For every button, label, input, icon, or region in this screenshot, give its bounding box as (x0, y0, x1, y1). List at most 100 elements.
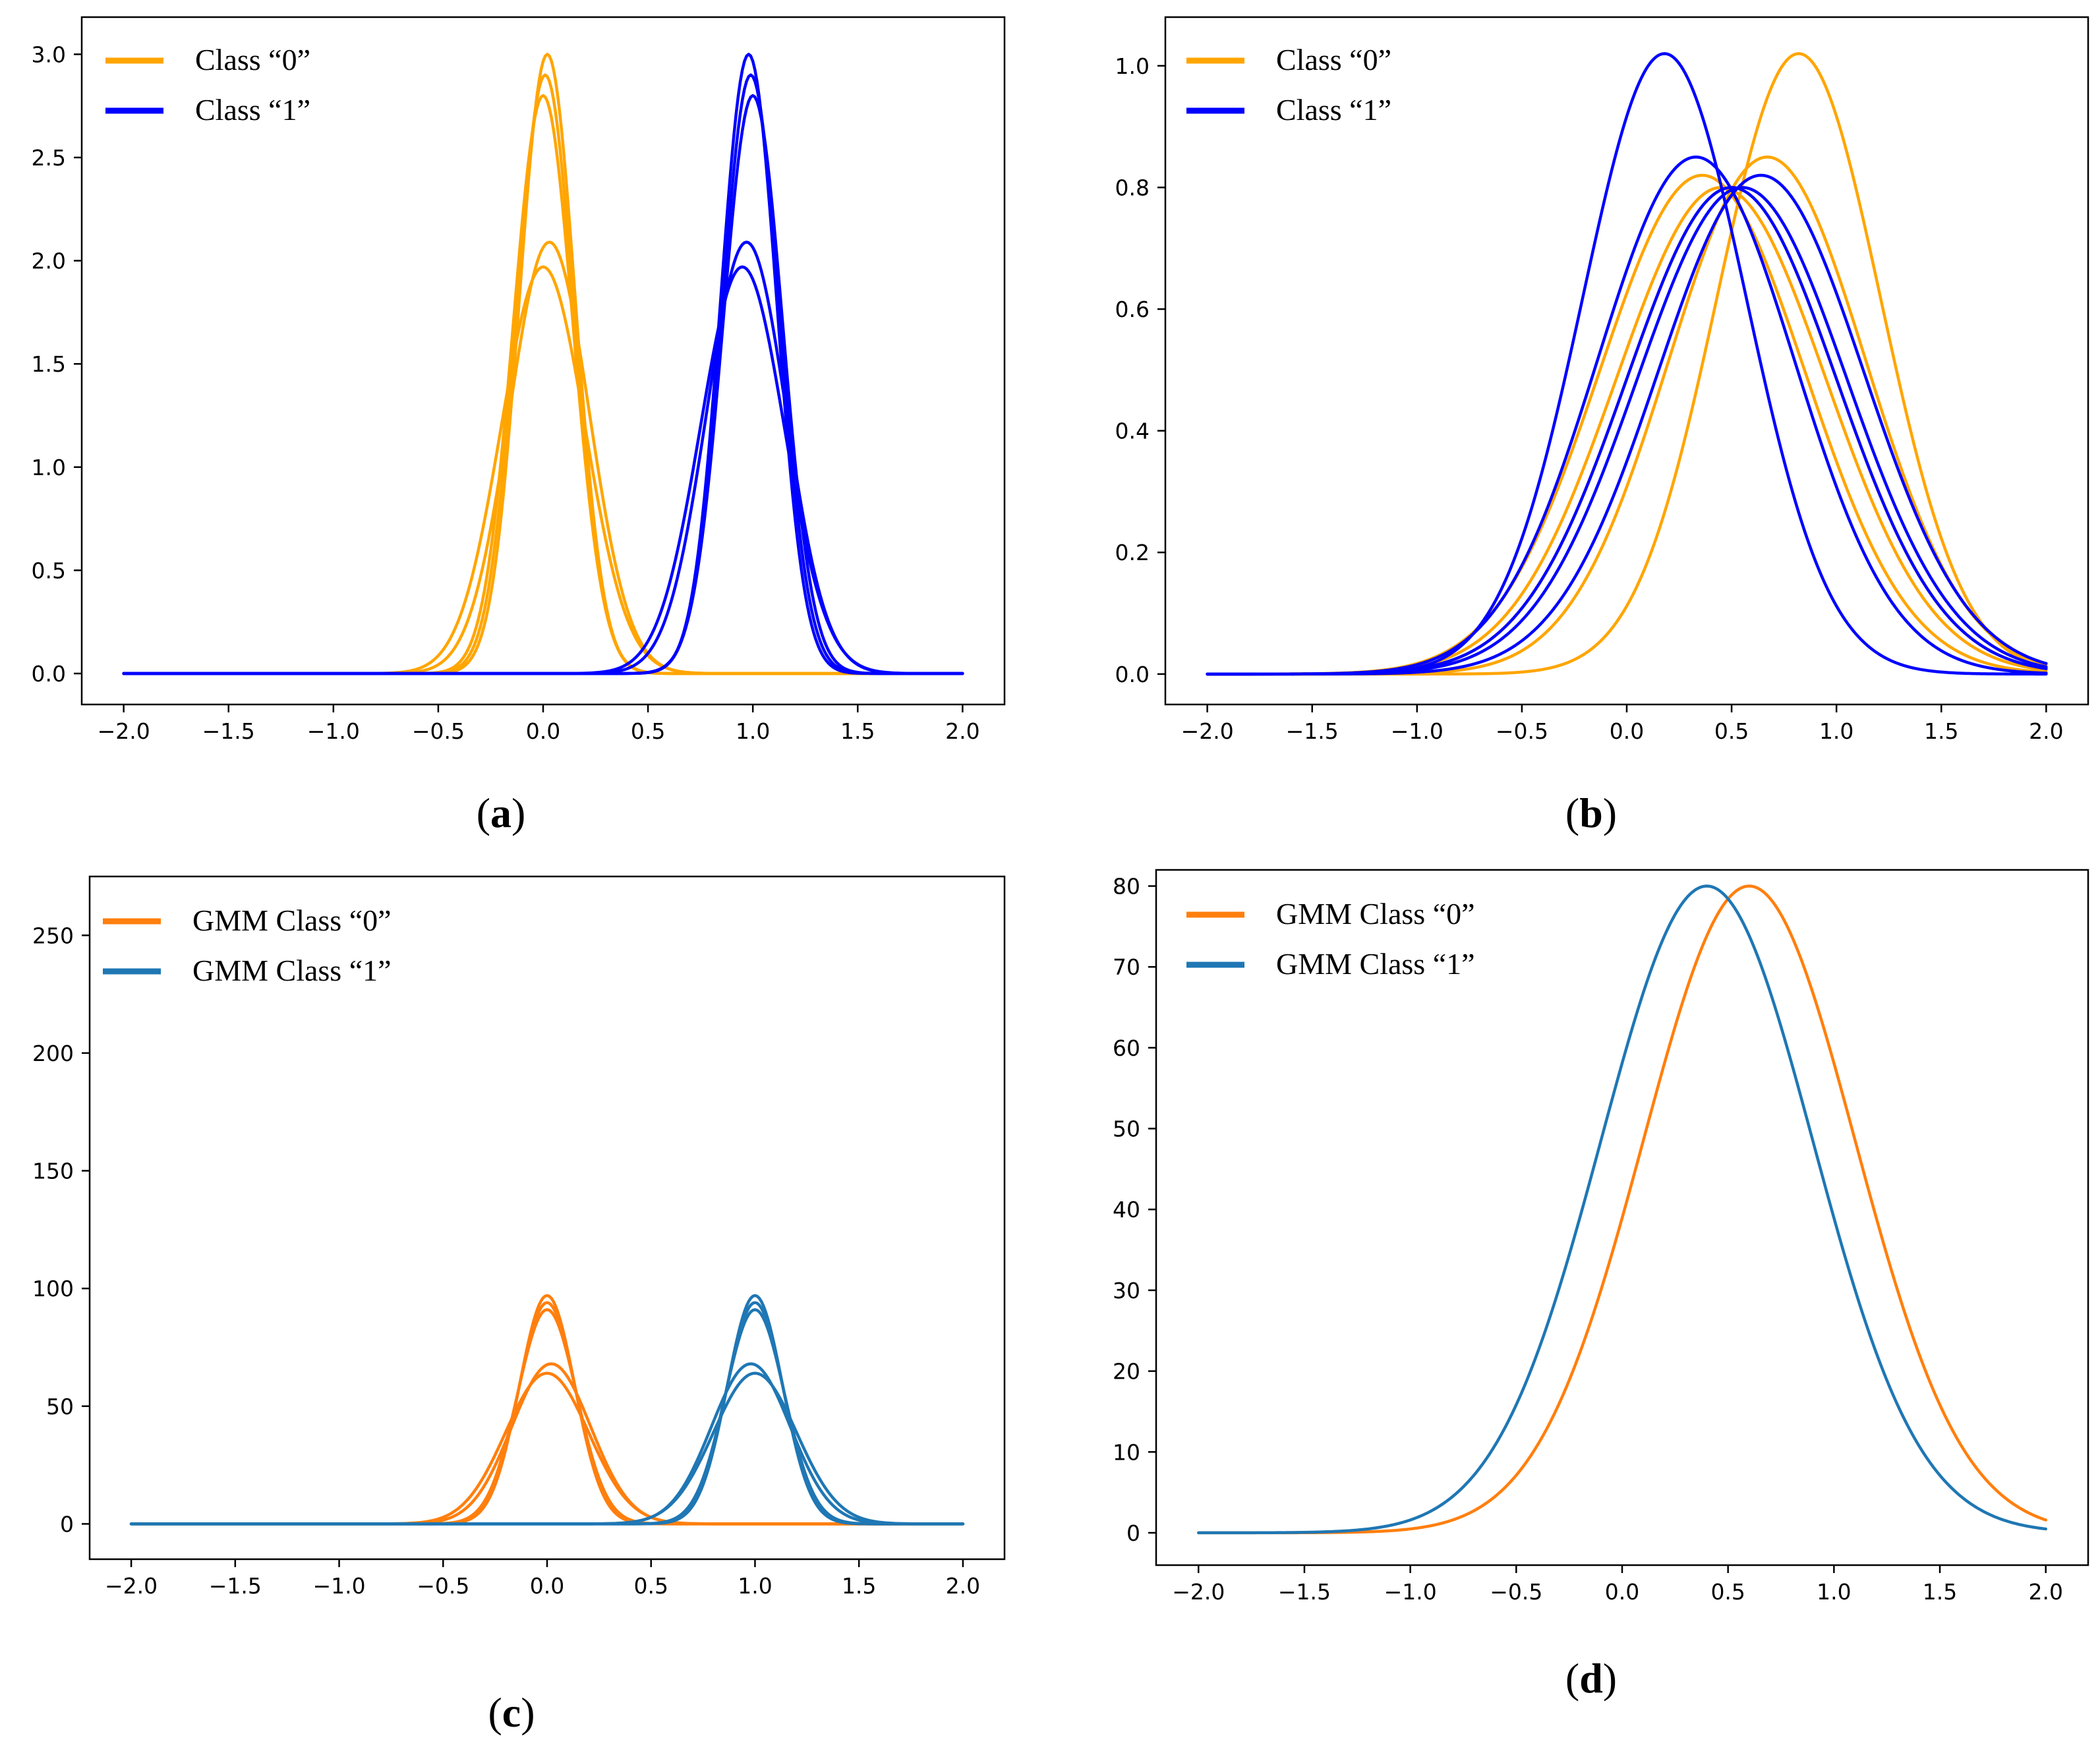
x-tick-label: 1.5 (842, 1573, 876, 1599)
x-tick-label: 2.0 (946, 1573, 980, 1599)
x-tick-label: 1.0 (1819, 718, 1853, 744)
series-0-curve-3 (129, 1362, 965, 1526)
series-0-curve-0 (1206, 52, 2048, 676)
panel-caption: (d) (1565, 1655, 1617, 1702)
y-tick-label: 0.4 (1115, 418, 1150, 444)
y-tick-label: 250 (32, 923, 74, 948)
series-0-curve-4 (122, 265, 964, 675)
series-1-curve-4 (129, 1371, 965, 1526)
y-tick-label: 1.5 (32, 351, 66, 377)
x-tick-label: 1.5 (1924, 718, 1958, 744)
legend-label-0: GMM Class “0” (192, 903, 392, 937)
x-tick-label: −2.0 (105, 1573, 158, 1599)
curves (129, 1294, 965, 1526)
x-tick-label: 2.0 (945, 718, 979, 744)
panel-d: −2.0 −1.5 −1.0 −0.5 0.0 0.5 1.0 1.5 2.0 0 10 20 30 40… (1113, 869, 2089, 1702)
x-tick-label: 0.5 (1710, 1579, 1745, 1605)
x-tick-label: −1.0 (307, 718, 360, 744)
panel-caption: (b) (1565, 789, 1617, 836)
series-0-curve-4 (1206, 186, 2048, 676)
series-0-curve-2 (122, 94, 964, 675)
x-tick-label: −1.5 (202, 718, 255, 744)
series-0-curve-0 (122, 53, 964, 675)
legend: Class “0” Class “1” (105, 43, 310, 127)
x-tick-label: 0.5 (1714, 718, 1749, 744)
curves (1206, 52, 2048, 676)
y-tick-label: 50 (46, 1394, 74, 1419)
series-1-curve-0 (129, 1294, 965, 1526)
series-0-curve-2 (129, 1308, 965, 1526)
series-1-curve-4 (1206, 186, 2048, 676)
series-0-curve-0 (129, 1294, 965, 1526)
x-tick-label: −2.0 (98, 718, 150, 744)
y-tick-label: 30 (1113, 1278, 1140, 1304)
series-0-curve-0 (1197, 884, 2047, 1535)
series-0-curve-2 (1206, 173, 2048, 676)
y-tick-label: 0.0 (1115, 662, 1150, 687)
series-1-curve-3 (1206, 186, 2048, 676)
x-tick-label: 1.0 (1817, 1579, 1851, 1605)
x-tick-label: 1.0 (738, 1573, 772, 1599)
series-0-curve-1 (122, 73, 964, 675)
panel-caption: (a) (477, 789, 526, 836)
y-tick-label: 60 (1113, 1035, 1140, 1061)
curves (122, 53, 964, 675)
legend-label-1: GMM Class “1” (192, 954, 392, 987)
x-tick-label: −1.0 (1391, 718, 1444, 744)
x-tick-label: −0.5 (412, 718, 465, 744)
legend-label-0: Class “0” (1276, 43, 1391, 76)
legend: Class “0” Class “1” (1186, 43, 1391, 127)
x-tick-label: −2.0 (1172, 1579, 1225, 1605)
series-1-curve-3 (122, 241, 964, 675)
x-tick-label: 2.0 (2028, 1579, 2062, 1605)
y-tick-label: 0.0 (32, 661, 66, 687)
x-tick-label: 0.5 (631, 718, 665, 744)
panel-a: −2.0 −1.5 −1.0 −0.5 0.0 0.5 1.0 1.5 2.0 0.0 0.5 1.0… (32, 16, 1006, 836)
panel-c: −2.0 −1.5 −1.0 −0.5 0.0 0.5 1.0 1.5 2.0 0 50 100 150… (32, 875, 1006, 1736)
y-tick-label: 2.0 (32, 248, 66, 274)
x-tick-label: 0.0 (1605, 1579, 1639, 1605)
x-tick-label: −0.5 (417, 1573, 469, 1599)
panel-caption: (c) (488, 1689, 535, 1736)
y-tick-label: 0.5 (32, 558, 66, 583)
series-0-curve-1 (129, 1301, 965, 1526)
y-tick-label: 100 (32, 1276, 74, 1302)
x-tick-label: −1.0 (1384, 1579, 1437, 1605)
legend: GMM Class “0” GMM Class “1” (1186, 897, 1475, 981)
y-tick-label: 0 (60, 1511, 74, 1537)
y-tick-label: 50 (1113, 1116, 1140, 1142)
x-tick-label: 0.0 (530, 1573, 564, 1599)
series-1-curve-2 (129, 1308, 965, 1526)
legend-label-1: Class “1” (195, 93, 310, 127)
y-tick-label: 70 (1113, 954, 1140, 980)
x-tick-label: −1.5 (209, 1573, 262, 1599)
curves (1197, 884, 2047, 1535)
x-tick-label: 0.0 (1610, 718, 1644, 744)
panel-b: −2.0 −1.5 −1.0 −0.5 0.0 0.5 1.0 1.5 2.0 0.0 0.2 0.4… (1115, 16, 2089, 836)
series-0-curve-4 (129, 1371, 965, 1526)
series-1-curve-3 (129, 1362, 965, 1526)
x-tick-label: −0.5 (1490, 1579, 1542, 1605)
y-tick-label: 80 (1113, 874, 1140, 900)
series-1-curve-0 (1197, 884, 2047, 1535)
x-tick-label: 2.0 (2029, 718, 2063, 744)
y-tick-label: 200 (32, 1041, 74, 1066)
y-tick-label: 3.0 (32, 42, 66, 67)
x-tick-label: 1.5 (1923, 1579, 1957, 1605)
y-tick-label: 0.6 (1115, 297, 1150, 322)
y-tick-label: 10 (1113, 1439, 1140, 1465)
y-tick-label: 0.8 (1115, 175, 1150, 200)
x-tick-label: −0.5 (1496, 718, 1548, 744)
x-tick-label: 1.0 (736, 718, 770, 744)
series-0-curve-3 (122, 241, 964, 675)
x-tick-label: −1.0 (312, 1573, 365, 1599)
y-tick-label: 2.5 (32, 145, 66, 171)
legend: GMM Class “0” GMM Class “1” (103, 903, 392, 987)
x-tick-label: −1.5 (1286, 718, 1339, 744)
x-tick-label: −2.0 (1181, 718, 1234, 744)
series-1-curve-1 (129, 1301, 965, 1526)
legend-label-1: Class “1” (1276, 93, 1391, 127)
y-tick-label: 40 (1113, 1197, 1140, 1222)
y-tick-label: 1.0 (32, 455, 66, 480)
